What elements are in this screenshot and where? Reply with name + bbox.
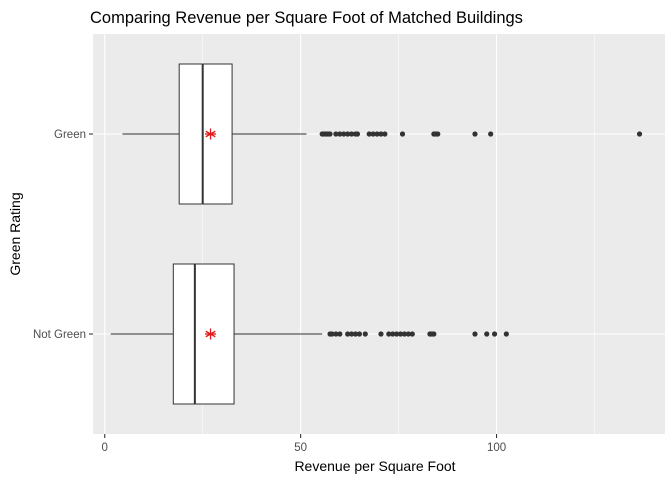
box-layer: [110, 63, 643, 405]
outlier-point: [435, 131, 441, 137]
outlier-point: [503, 331, 509, 337]
outlier-point: [390, 331, 396, 337]
outlier-point: [337, 131, 343, 137]
outlier-point: [636, 131, 643, 137]
outlier-point: [472, 331, 478, 337]
outlier-point: [374, 131, 380, 137]
outlier-point: [329, 331, 335, 337]
outlier-point: [378, 131, 384, 137]
outlier-point: [397, 331, 404, 337]
y-tick-label: Green: [54, 129, 86, 141]
outlier-point: [488, 131, 494, 137]
mean-marker: [205, 128, 217, 140]
x-tick-label: 50: [294, 442, 307, 454]
outlier-point: [409, 331, 415, 337]
outlier-point: [472, 131, 478, 137]
axis-ticks: 0 50 100 Green Not Green: [33, 129, 506, 454]
outlier-point: [431, 331, 437, 337]
outlier-point: [401, 331, 408, 337]
outlier-point: [345, 331, 351, 337]
outlier-point: [333, 331, 339, 337]
chart-title: Comparing Revenue per Square Foot of Mat…: [90, 9, 523, 27]
outlier-point: [345, 131, 351, 137]
outlier-point: [337, 331, 343, 337]
outlier-point: [370, 131, 376, 137]
mean-marker: [205, 328, 217, 340]
outlier-point: [394, 331, 400, 337]
outlier-point: [341, 131, 347, 137]
box: [172, 263, 235, 405]
outlier-point: [348, 331, 355, 337]
outlier-point: [356, 331, 363, 337]
outlier-point: [386, 331, 392, 337]
outlier-point: [399, 131, 406, 137]
outlier-point: [327, 131, 333, 137]
y-tick-label: Not Green: [33, 329, 86, 341]
outlier-point: [333, 131, 339, 137]
box-group: [110, 263, 509, 405]
outlier-point: [362, 331, 368, 337]
outlier-point: [378, 331, 384, 337]
box-group: [122, 63, 643, 205]
outlier-point: [366, 131, 372, 137]
y-axis-title: Green Rating: [7, 192, 23, 275]
x-tick-label: 0: [102, 442, 108, 454]
outlier-point: [352, 331, 359, 337]
x-tick-label: 100: [487, 442, 506, 454]
outlier-point: [491, 331, 498, 337]
x-axis-title: Revenue per Square Foot: [294, 458, 455, 474]
outlier-point: [354, 131, 361, 137]
outlier-point: [405, 331, 411, 337]
outlier-point: [348, 131, 355, 137]
outlier-point: [484, 331, 490, 337]
outlier-point: [382, 131, 388, 137]
